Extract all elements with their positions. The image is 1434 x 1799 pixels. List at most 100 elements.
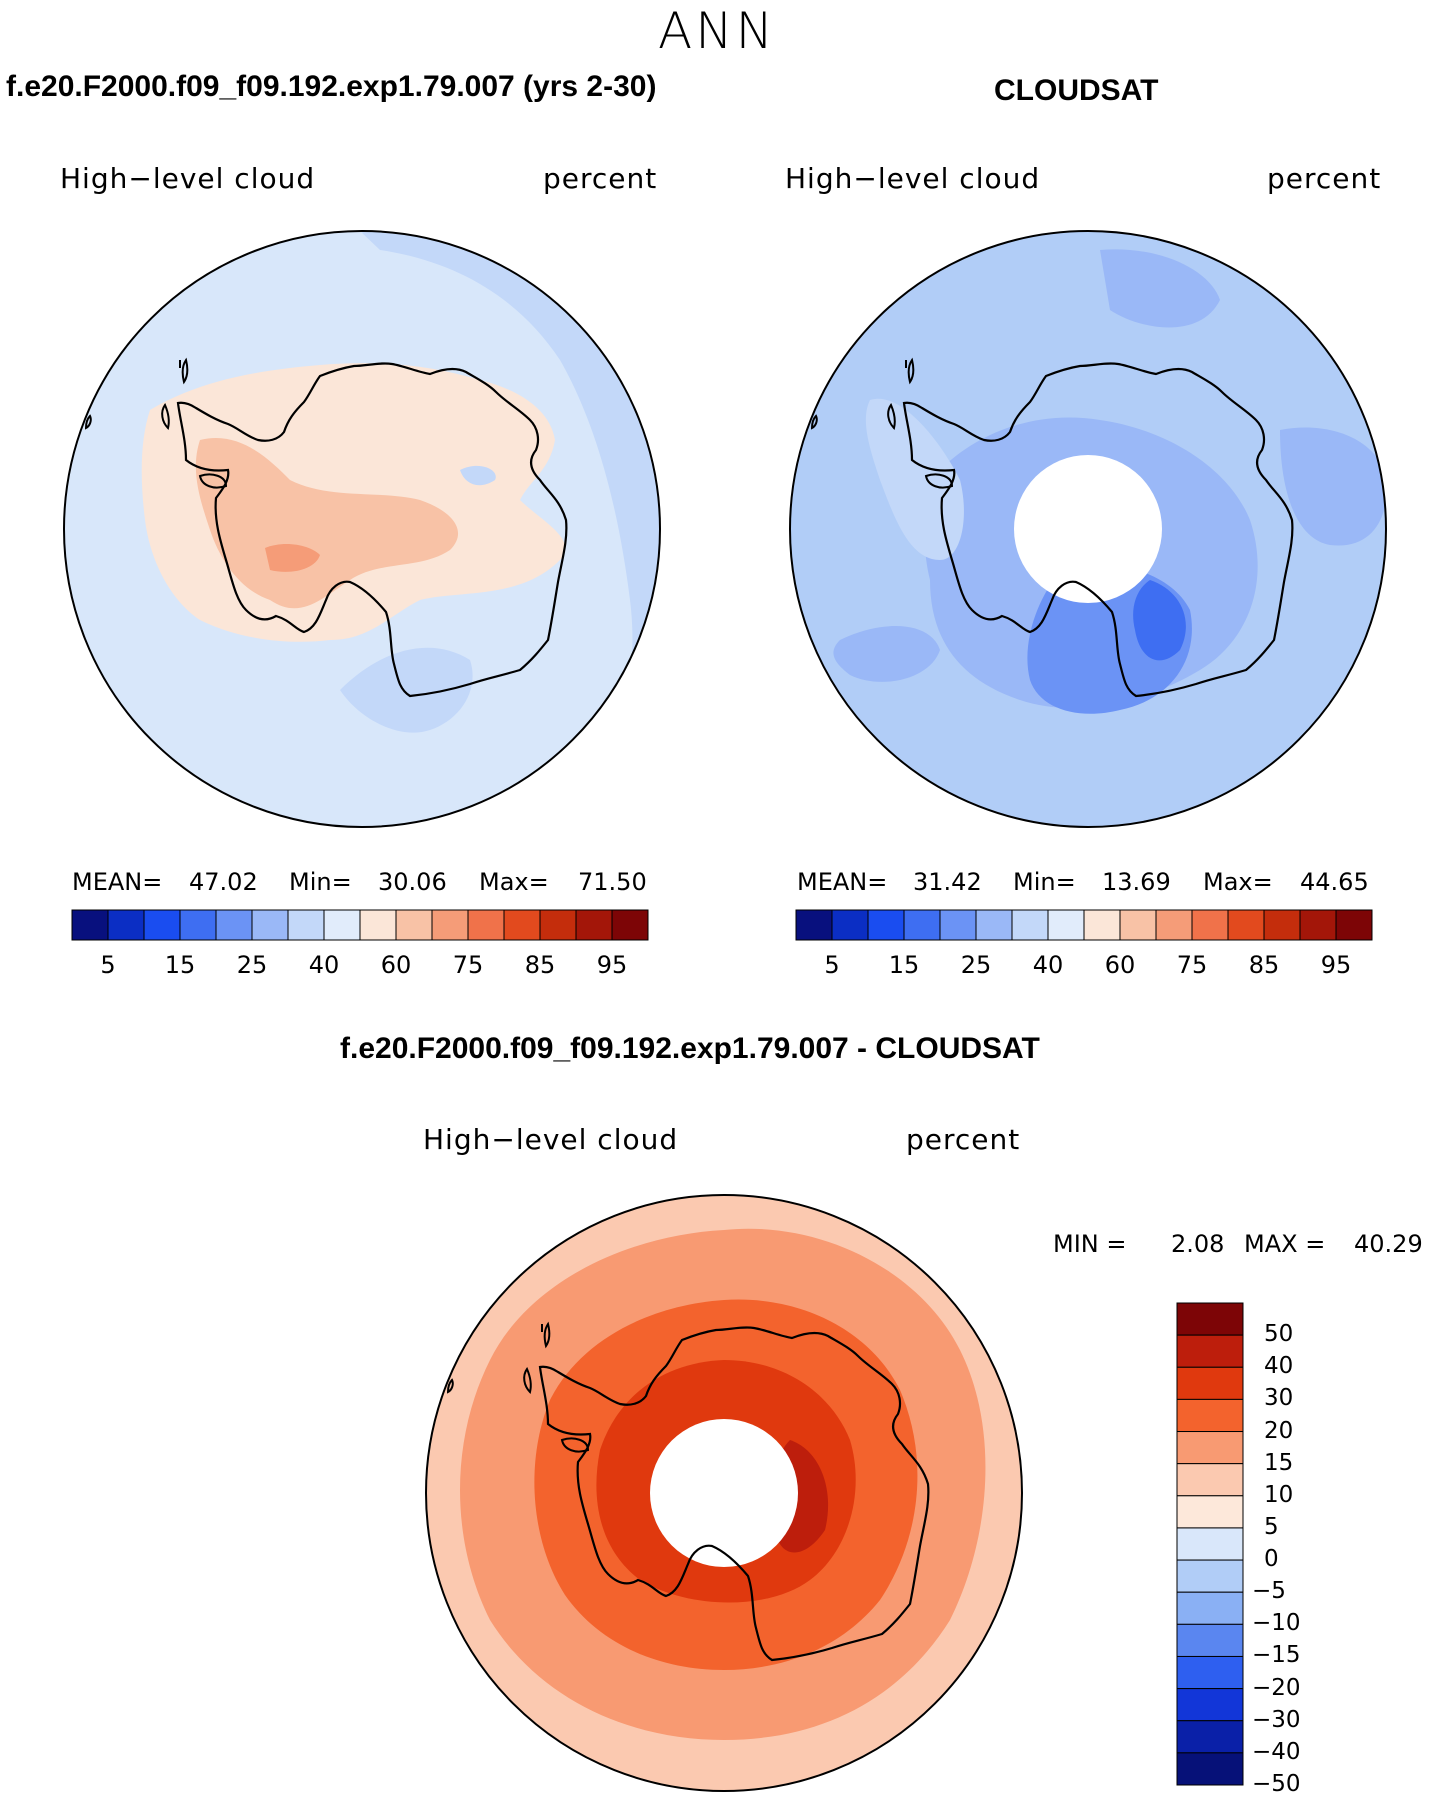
panel-obs-map-border <box>789 230 1387 828</box>
island-coastline <box>907 357 915 385</box>
colorbar-tick-label: 5 <box>824 951 840 979</box>
antarctica-coastline <box>538 1326 930 1662</box>
contour-obs-peninsula-40-60 <box>865 398 964 560</box>
colorbar-swatch <box>287 909 325 941</box>
colorbar-swatch <box>395 909 433 941</box>
colorbar-swatch <box>1176 1720 1244 1754</box>
panel-diff-units: percent <box>906 1123 1021 1156</box>
colorbar-swatch <box>1176 1495 1244 1529</box>
panel-diff-map-border <box>425 1194 1023 1792</box>
panel-obs-mean-label: MEAN= <box>797 868 888 896</box>
panel-obs-mean: 31.42 <box>913 868 982 896</box>
colorbar-swatch <box>359 909 397 941</box>
colorbar-tick-label: −50 <box>1252 1771 1301 1797</box>
colorbar-tick-label: 5 <box>100 951 116 979</box>
colorbar-swatch <box>1119 909 1157 941</box>
colorbar-swatch <box>1263 909 1301 941</box>
colorbar-swatch <box>867 909 905 941</box>
colorbar-swatch <box>1176 1302 1244 1336</box>
colorbar-swatch <box>1176 1752 1244 1786</box>
panel-diff-case-title: f.e20.F2000.f09_f09.192.exp1.79.007 - CL… <box>340 1032 1040 1065</box>
panel-model-mean: 47.02 <box>189 868 258 896</box>
colorbar-swatch <box>215 909 253 941</box>
island-coastline <box>543 1321 551 1349</box>
colorbar-swatch <box>1011 909 1049 941</box>
island-coastline <box>198 473 228 489</box>
contour-model-blue-patch <box>340 647 473 733</box>
colorbar-tick-label: −10 <box>1252 1610 1301 1637</box>
colorbar-swatch <box>71 909 109 941</box>
colorbar-swatch <box>575 909 613 941</box>
colorbar-swatch <box>143 909 181 941</box>
contour-obs-west-25-40 <box>833 626 940 682</box>
colorbar-tick-label: −20 <box>1252 1674 1301 1701</box>
colorbar-swatch <box>1335 909 1373 941</box>
colorbar-tick-label: 85 <box>1248 951 1280 979</box>
panel-diff-variable: High−level cloud <box>423 1123 679 1156</box>
panel-diff-max: 40.29 <box>1354 1230 1423 1258</box>
colorbar-tick-label: 95 <box>1320 951 1352 979</box>
colorbar-swatch <box>1176 1623 1244 1657</box>
colorbar-tick-label: 85 <box>524 951 556 979</box>
colorbar-tick-label: 60 <box>1104 951 1136 979</box>
colorbar-tick-label: 25 <box>960 951 992 979</box>
colorbar-swatch <box>539 909 577 941</box>
island-coastline <box>161 402 170 430</box>
contour-obs-east-25-40 <box>1280 427 1386 546</box>
colorbar-swatch <box>503 909 541 941</box>
colorbar-tick-label: −15 <box>1252 1642 1301 1669</box>
colorbar-swatch <box>323 909 361 941</box>
panel-obs-antarctica-coastline <box>810 357 1294 698</box>
colorbar-tick-label: 15 <box>888 951 920 979</box>
colorbar-swatch <box>1176 1463 1244 1497</box>
contour-obs-5-15 <box>1133 580 1186 661</box>
panel-diff-min: 2.08 <box>1171 1230 1225 1258</box>
panel-obs-map <box>790 231 1386 827</box>
panel-diff-polar-hole <box>650 1419 798 1567</box>
contour-model-blue-patch-2 <box>460 465 496 486</box>
colorbar-tick-label: 40 <box>1032 951 1064 979</box>
colorbar-swatch <box>1299 909 1337 941</box>
panel-obs-min-label: Min= <box>1013 868 1076 896</box>
panel-model-colorbar <box>71 909 649 941</box>
colorbar-swatch <box>1176 1431 1244 1465</box>
colorbar-swatch <box>903 909 941 941</box>
colorbar-tick-label: 25 <box>236 951 268 979</box>
panel-model-variable: High−level cloud <box>60 162 316 195</box>
colorbar-swatch <box>831 909 869 941</box>
panel-obs-max-label: Max= <box>1203 868 1273 896</box>
colorbar-tick-label: 75 <box>1176 951 1208 979</box>
panel-diff-antarctica-coastline <box>446 1321 930 1662</box>
panel-obs-max: 44.65 <box>1300 868 1369 896</box>
colorbar-swatch <box>251 909 289 941</box>
panel-model-min: 30.06 <box>378 868 447 896</box>
island-coastline <box>84 414 92 430</box>
panel-obs-case-title: CLOUDSAT <box>994 74 1159 107</box>
colorbar-swatch <box>1083 909 1121 941</box>
panel-obs-colorbar <box>795 909 1373 941</box>
colorbar-tick-label: −30 <box>1252 1706 1301 1733</box>
panel-model-min-label: Min= <box>289 868 352 896</box>
panel-model-map-border <box>63 230 661 828</box>
colorbar-tick-label: 15 <box>164 951 196 979</box>
island-coastline <box>810 414 818 430</box>
panel-obs-variable: High−level cloud <box>785 162 1041 195</box>
panel-diff-colorbar <box>1176 1302 1244 1786</box>
colorbar-tick-label: 60 <box>380 951 412 979</box>
colorbar-swatch <box>1176 1334 1244 1368</box>
colorbar-swatch <box>939 909 977 941</box>
panel-diff-map <box>426 1195 1022 1791</box>
island-coastline <box>446 1378 454 1394</box>
contour-model-85 <box>265 544 320 572</box>
colorbar-swatch <box>1176 1591 1244 1625</box>
panel-model-map <box>64 231 660 827</box>
figure-title: ANN <box>657 2 776 60</box>
colorbar-tick-label: 75 <box>452 951 484 979</box>
colorbar-swatch <box>975 909 1013 941</box>
colorbar-swatch <box>107 909 145 941</box>
antarctica-coastline <box>176 362 568 698</box>
island-coastline <box>924 473 954 489</box>
colorbar-swatch <box>1155 909 1193 941</box>
colorbar-tick-label: 95 <box>596 951 628 979</box>
